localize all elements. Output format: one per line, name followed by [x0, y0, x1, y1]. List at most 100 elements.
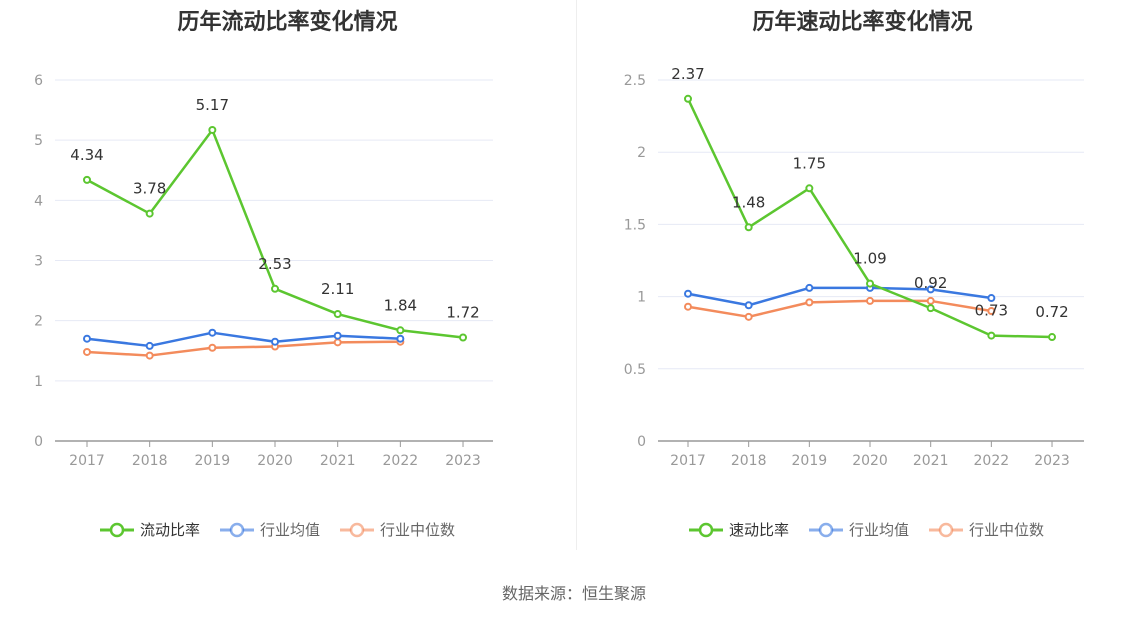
- data-source: 数据来源：恒生聚源: [501, 584, 646, 603]
- data-point[interactable]: [805, 298, 814, 307]
- legend-item[interactable]: 行业中位数: [340, 521, 455, 539]
- data-point[interactable]: [83, 347, 91, 356]
- data-point[interactable]: [684, 289, 692, 298]
- y-tick-label: 0: [34, 434, 43, 450]
- data-label: 2.53: [258, 255, 291, 273]
- y-tick-label: 2: [34, 314, 43, 330]
- data-point[interactable]: [866, 279, 875, 288]
- x-tick-label: 2020: [257, 453, 293, 469]
- data-label: 0.92: [914, 274, 947, 292]
- data-label: 1.75: [793, 154, 826, 172]
- y-tick-label: 6: [34, 73, 43, 89]
- data-point[interactable]: [83, 175, 91, 184]
- data-point[interactable]: [208, 343, 217, 352]
- y-tick-label: 1: [34, 374, 43, 390]
- data-point[interactable]: [926, 285, 935, 294]
- y-tick-label: 4: [34, 193, 43, 209]
- legend-item[interactable]: 行业均值: [220, 521, 320, 539]
- x-tick-label: 2018: [132, 453, 168, 469]
- data-label: 2.11: [321, 280, 354, 298]
- chart-svg: 0 0.5 1 1.5 2 2.5 2017 2018 2019 2020 2021 2022 2023…: [624, 65, 1084, 539]
- data-point[interactable]: [744, 223, 753, 232]
- data-point[interactable]: [1048, 333, 1057, 342]
- x-tick-label: 2017: [670, 453, 706, 469]
- data-point[interactable]: [83, 334, 91, 343]
- data-label: 2.37: [671, 65, 704, 83]
- legend-marker: [938, 522, 954, 538]
- legend-label: 行业中位数: [380, 521, 455, 539]
- data-point[interactable]: [987, 331, 996, 340]
- y-tick-label: 3: [34, 254, 43, 270]
- legend-label: 流动比率: [140, 521, 200, 539]
- chart-svg: 0 1 2 3 4 5 6 2017 2018 2019 2020 2021 2022 2023 4.34 3…: [34, 73, 493, 539]
- x-tick-label: 2021: [913, 453, 949, 469]
- legend-item[interactable]: 速动比率: [689, 521, 789, 539]
- data-point[interactable]: [866, 296, 875, 305]
- legend-item[interactable]: 流动比率: [100, 521, 200, 539]
- data-point[interactable]: [459, 333, 468, 342]
- data-label: 1.72: [446, 304, 479, 322]
- legend-item[interactable]: 行业中位数: [929, 521, 1044, 539]
- data-label: 4.34: [70, 146, 103, 164]
- x-tick-label: 2020: [852, 453, 888, 469]
- legend-label: 行业均值: [849, 521, 909, 539]
- data-point[interactable]: [333, 331, 342, 340]
- data-point[interactable]: [396, 334, 405, 343]
- data-label: 1.09: [853, 250, 886, 268]
- data-point[interactable]: [744, 301, 753, 310]
- legend-marker: [818, 522, 834, 538]
- x-tick-label: 2023: [1034, 453, 1070, 469]
- data-label: 5.17: [196, 96, 229, 114]
- legend-marker: [698, 522, 714, 538]
- legend-label: 行业均值: [260, 521, 320, 539]
- data-point[interactable]: [805, 184, 814, 193]
- quick-ratio-chart: 历年速动比率变化情况 0 0.5 1 1.5 2 2.5 2017 2018 2019 2020 2…: [577, 0, 1148, 560]
- data-point[interactable]: [145, 351, 154, 360]
- x-tick-label: 2017: [69, 453, 105, 469]
- data-point[interactable]: [684, 302, 692, 311]
- x-tick-label: 2019: [792, 453, 828, 469]
- data-point[interactable]: [987, 307, 996, 316]
- panel-divider: [576, 0, 577, 550]
- legend-item[interactable]: 行业均值: [809, 521, 909, 539]
- x-tick-label: 2018: [731, 453, 767, 469]
- data-label: 3.78: [133, 180, 166, 198]
- y-tick-label: 2.5: [624, 73, 646, 89]
- series-line: [687, 286, 992, 307]
- data-point[interactable]: [271, 337, 280, 346]
- data-point[interactable]: [926, 296, 935, 305]
- legend-label: 速动比率: [729, 521, 789, 539]
- data-point[interactable]: [208, 125, 217, 134]
- data-point[interactable]: [684, 94, 692, 103]
- data-label: 0.72: [1035, 303, 1068, 321]
- legend-marker: [229, 522, 245, 538]
- data-point[interactable]: [208, 328, 217, 337]
- chart-title: 历年速动比率变化情况: [752, 10, 973, 35]
- y-tick-label: 1.5: [624, 217, 646, 233]
- series-line: [86, 331, 401, 348]
- data-point[interactable]: [145, 209, 154, 218]
- data-point[interactable]: [926, 304, 935, 313]
- legend-label: 行业中位数: [969, 521, 1044, 539]
- x-tick-label: 2022: [974, 453, 1010, 469]
- data-point[interactable]: [805, 283, 814, 292]
- data-label: 0.73: [975, 302, 1008, 320]
- series-line: [86, 340, 401, 357]
- data-point[interactable]: [271, 284, 280, 293]
- y-tick-label: 5: [34, 133, 43, 149]
- data-point[interactable]: [333, 310, 342, 319]
- data-label: 1.84: [384, 296, 417, 314]
- series-line: [687, 299, 992, 319]
- y-tick-label: 1: [637, 290, 646, 306]
- data-point[interactable]: [333, 338, 342, 347]
- y-tick-label: 0.5: [624, 362, 646, 378]
- legend-marker: [349, 522, 365, 538]
- data-point[interactable]: [145, 341, 154, 350]
- data-point[interactable]: [396, 326, 405, 335]
- x-tick-label: 2023: [445, 453, 481, 469]
- data-point[interactable]: [744, 312, 753, 321]
- y-tick-label: 2: [637, 145, 646, 161]
- data-point[interactable]: [987, 294, 996, 303]
- chart-title: 历年流动比率变化情况: [177, 10, 398, 35]
- x-tick-label: 2022: [383, 453, 419, 469]
